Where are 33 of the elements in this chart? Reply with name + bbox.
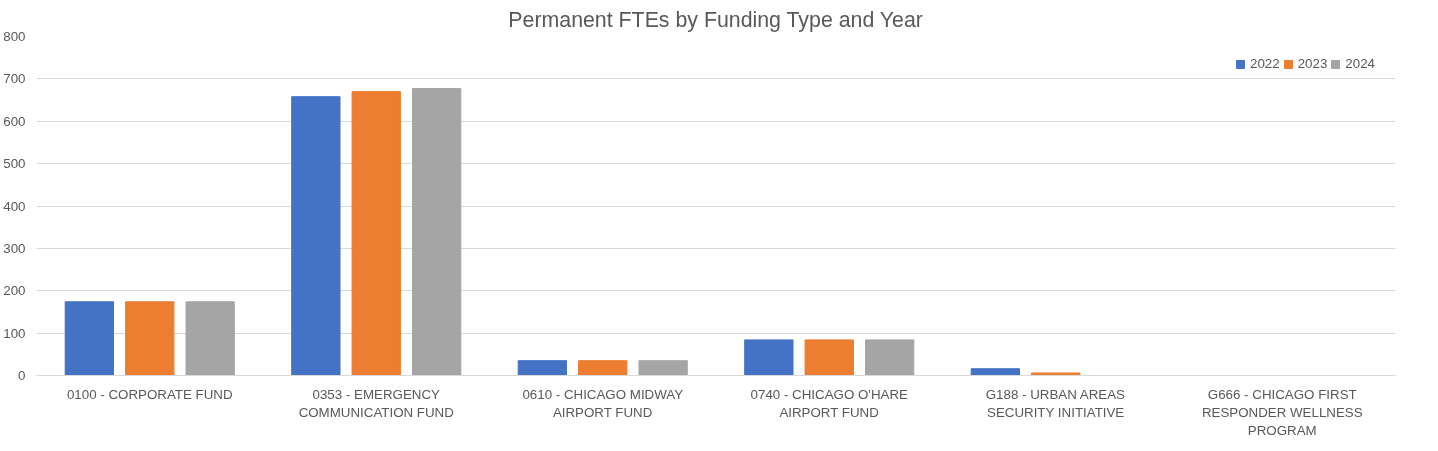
- x-tick-label: 0353 - EMERGENCY COMMUNICATION FUND: [298, 386, 454, 420]
- y-tick-label: 700: [3, 71, 26, 87]
- chart-title: Permanent FTEs by Funding Type and Year: [508, 7, 923, 32]
- x-tick-label: 0740 - CHICAGO O'HARE AIRPORT FUND: [750, 386, 909, 420]
- bar: [125, 301, 175, 376]
- legend-label: 2024: [1345, 56, 1375, 71]
- bar: [411, 88, 462, 376]
- bar: [804, 339, 854, 376]
- bar: [970, 368, 1021, 376]
- bar: [291, 96, 341, 376]
- y-tick-label: 300: [3, 240, 26, 256]
- y-tick-label: 400: [3, 198, 26, 214]
- y-tick-label: 500: [3, 156, 26, 172]
- bar: [578, 360, 628, 376]
- bar: [638, 360, 688, 376]
- bar: [744, 339, 794, 376]
- x-tick-label: 0100 - CORPORATE FUND: [66, 386, 233, 402]
- bar: [185, 301, 235, 376]
- y-tick-label: 200: [3, 283, 26, 299]
- legend-label: 2023: [1297, 56, 1328, 71]
- x-tick-label: G188 - URBAN AREAS SECURITY INITIATIVE: [985, 386, 1126, 420]
- bar: [1031, 372, 1081, 376]
- bar: [517, 360, 568, 376]
- legend-label: 2022: [1250, 56, 1280, 71]
- x-tick-label: 0610 - CHICAGO MIDWAY AIRPORT FUND: [522, 386, 684, 420]
- y-tick-label: 100: [3, 325, 26, 341]
- y-tick-label: 800: [3, 29, 26, 44]
- y-tick-label: 600: [3, 113, 26, 129]
- bar: [64, 301, 115, 376]
- y-tick-label: 0: [18, 368, 26, 383]
- bar: [351, 91, 401, 376]
- bar: [864, 339, 915, 376]
- x-tick-label: G666 - CHICAGO FIRST RESPONDER WELLNESS PROGRAM: [1201, 386, 1363, 438]
